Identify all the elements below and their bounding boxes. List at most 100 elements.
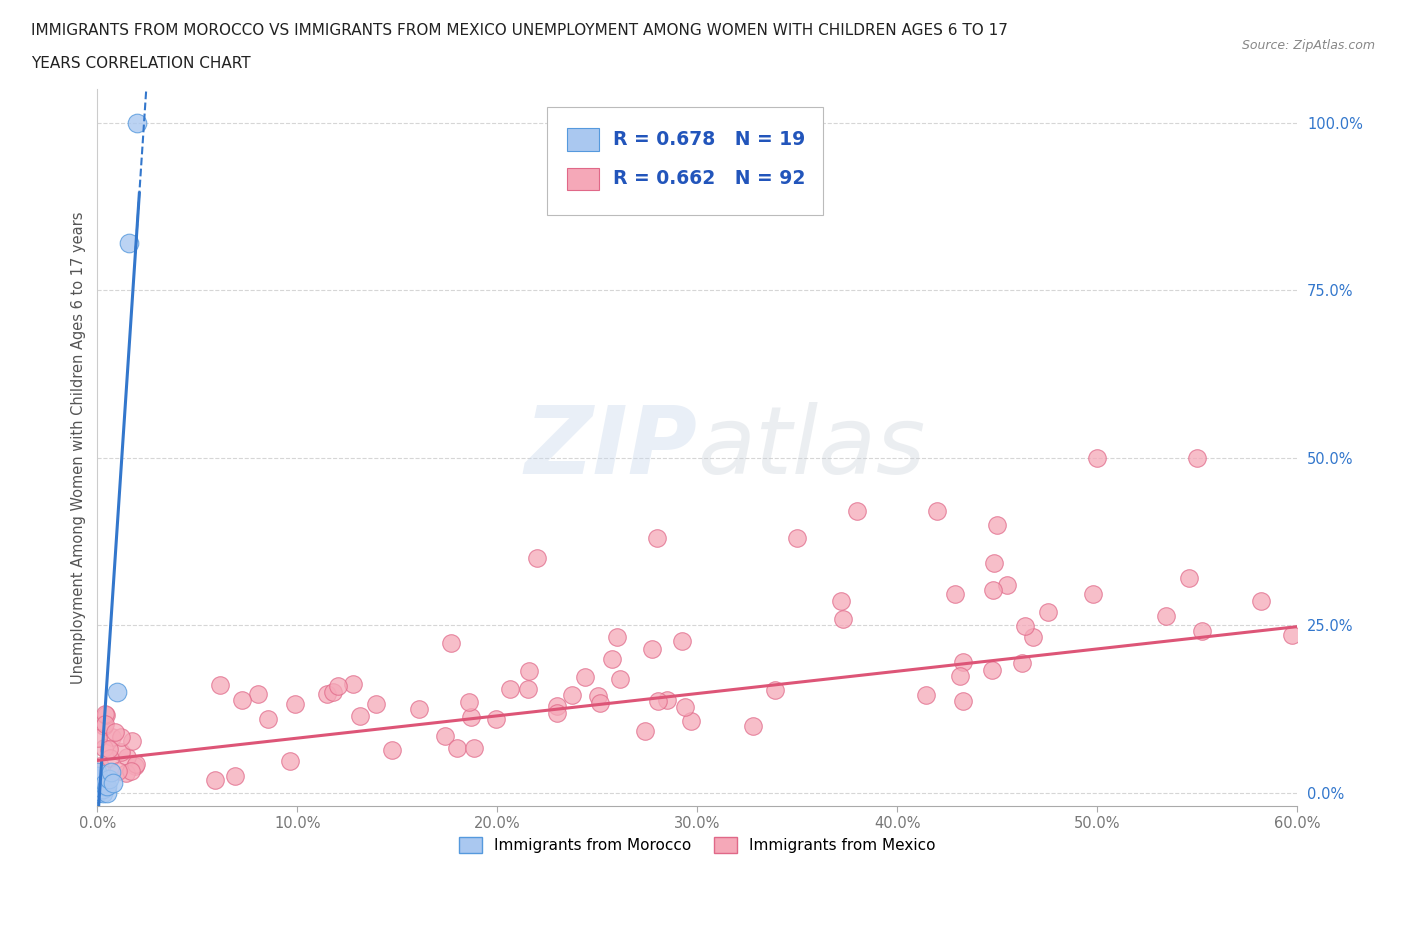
- Point: [981, 583, 1004, 598]
- Point: [408, 701, 430, 716]
- Point: [786, 531, 808, 546]
- Point: [94, 775, 117, 790]
- Point: [104, 724, 127, 739]
- Point: [94, 778, 117, 793]
- Point: [208, 678, 231, 693]
- Point: [231, 693, 253, 708]
- Point: [224, 768, 246, 783]
- Point: [342, 677, 364, 692]
- Point: [516, 682, 538, 697]
- Point: [600, 652, 623, 667]
- Point: [93, 707, 115, 722]
- Point: [1187, 450, 1209, 465]
- FancyBboxPatch shape: [567, 128, 599, 151]
- Point: [86, 768, 108, 783]
- Point: [433, 729, 456, 744]
- Point: [110, 745, 132, 760]
- Point: [673, 699, 696, 714]
- Legend: Immigrants from Morocco, Immigrants from Mexico: Immigrants from Morocco, Immigrants from…: [453, 831, 942, 859]
- Point: [546, 705, 568, 720]
- Point: [315, 686, 337, 701]
- Point: [87, 731, 110, 746]
- Point: [742, 718, 765, 733]
- Point: [124, 759, 146, 774]
- Point: [463, 741, 485, 756]
- Point: [983, 556, 1005, 571]
- Point: [86, 775, 108, 790]
- Point: [118, 236, 141, 251]
- Point: [1191, 623, 1213, 638]
- Text: atlas: atlas: [697, 402, 925, 493]
- Point: [846, 504, 869, 519]
- Point: [915, 687, 938, 702]
- Point: [114, 765, 136, 780]
- Point: [440, 636, 463, 651]
- Point: [588, 689, 610, 704]
- Point: [101, 729, 124, 744]
- Point: [647, 531, 669, 546]
- Point: [606, 629, 628, 644]
- Point: [284, 697, 307, 711]
- Point: [457, 695, 479, 710]
- Text: ZIP: ZIP: [524, 402, 697, 494]
- Point: [1085, 450, 1108, 465]
- Point: [110, 730, 132, 745]
- Point: [100, 765, 122, 780]
- Point: [1011, 656, 1033, 671]
- Point: [96, 785, 118, 800]
- Point: [679, 714, 702, 729]
- Point: [247, 686, 270, 701]
- Point: [949, 668, 972, 683]
- Point: [981, 662, 1004, 677]
- Point: [103, 775, 125, 790]
- Point: [517, 664, 540, 679]
- Point: [120, 764, 142, 779]
- Point: [93, 717, 115, 732]
- Point: [952, 655, 974, 670]
- Text: Source: ZipAtlas.com: Source: ZipAtlas.com: [1241, 39, 1375, 52]
- Point: [485, 711, 508, 726]
- Point: [1250, 593, 1272, 608]
- Point: [1281, 628, 1303, 643]
- Point: [121, 734, 143, 749]
- Point: [364, 697, 387, 711]
- Point: [1021, 630, 1043, 644]
- Point: [641, 642, 664, 657]
- Point: [86, 785, 108, 800]
- Point: [127, 115, 149, 130]
- Point: [526, 551, 548, 565]
- Point: [89, 758, 111, 773]
- Point: [86, 778, 108, 793]
- Point: [927, 504, 949, 519]
- Point: [381, 743, 404, 758]
- Point: [986, 517, 1008, 532]
- Point: [86, 785, 108, 800]
- Point: [561, 687, 583, 702]
- Point: [86, 772, 108, 787]
- Point: [589, 696, 612, 711]
- Point: [1036, 604, 1059, 619]
- Text: IMMIGRANTS FROM MOROCCO VS IMMIGRANTS FROM MEXICO UNEMPLOYMENT AMONG WOMEN WITH : IMMIGRANTS FROM MOROCCO VS IMMIGRANTS FR…: [31, 23, 1008, 38]
- FancyBboxPatch shape: [567, 167, 599, 191]
- Point: [1081, 587, 1104, 602]
- Text: R = 0.662   N = 92: R = 0.662 N = 92: [613, 169, 806, 189]
- Point: [125, 756, 148, 771]
- Point: [1014, 618, 1036, 633]
- Text: R = 0.678   N = 19: R = 0.678 N = 19: [613, 130, 806, 149]
- Point: [256, 712, 278, 727]
- FancyBboxPatch shape: [547, 107, 824, 215]
- Point: [278, 753, 301, 768]
- Point: [93, 785, 115, 800]
- Point: [93, 782, 115, 797]
- Point: [574, 670, 596, 684]
- Point: [105, 684, 128, 699]
- Point: [647, 694, 669, 709]
- Point: [655, 693, 678, 708]
- Y-axis label: Unemployment Among Women with Children Ages 6 to 17 years: Unemployment Among Women with Children A…: [72, 211, 86, 684]
- Point: [98, 751, 121, 765]
- Point: [107, 764, 129, 778]
- Point: [115, 750, 138, 764]
- Point: [86, 765, 108, 780]
- Point: [943, 586, 966, 601]
- Point: [93, 719, 115, 734]
